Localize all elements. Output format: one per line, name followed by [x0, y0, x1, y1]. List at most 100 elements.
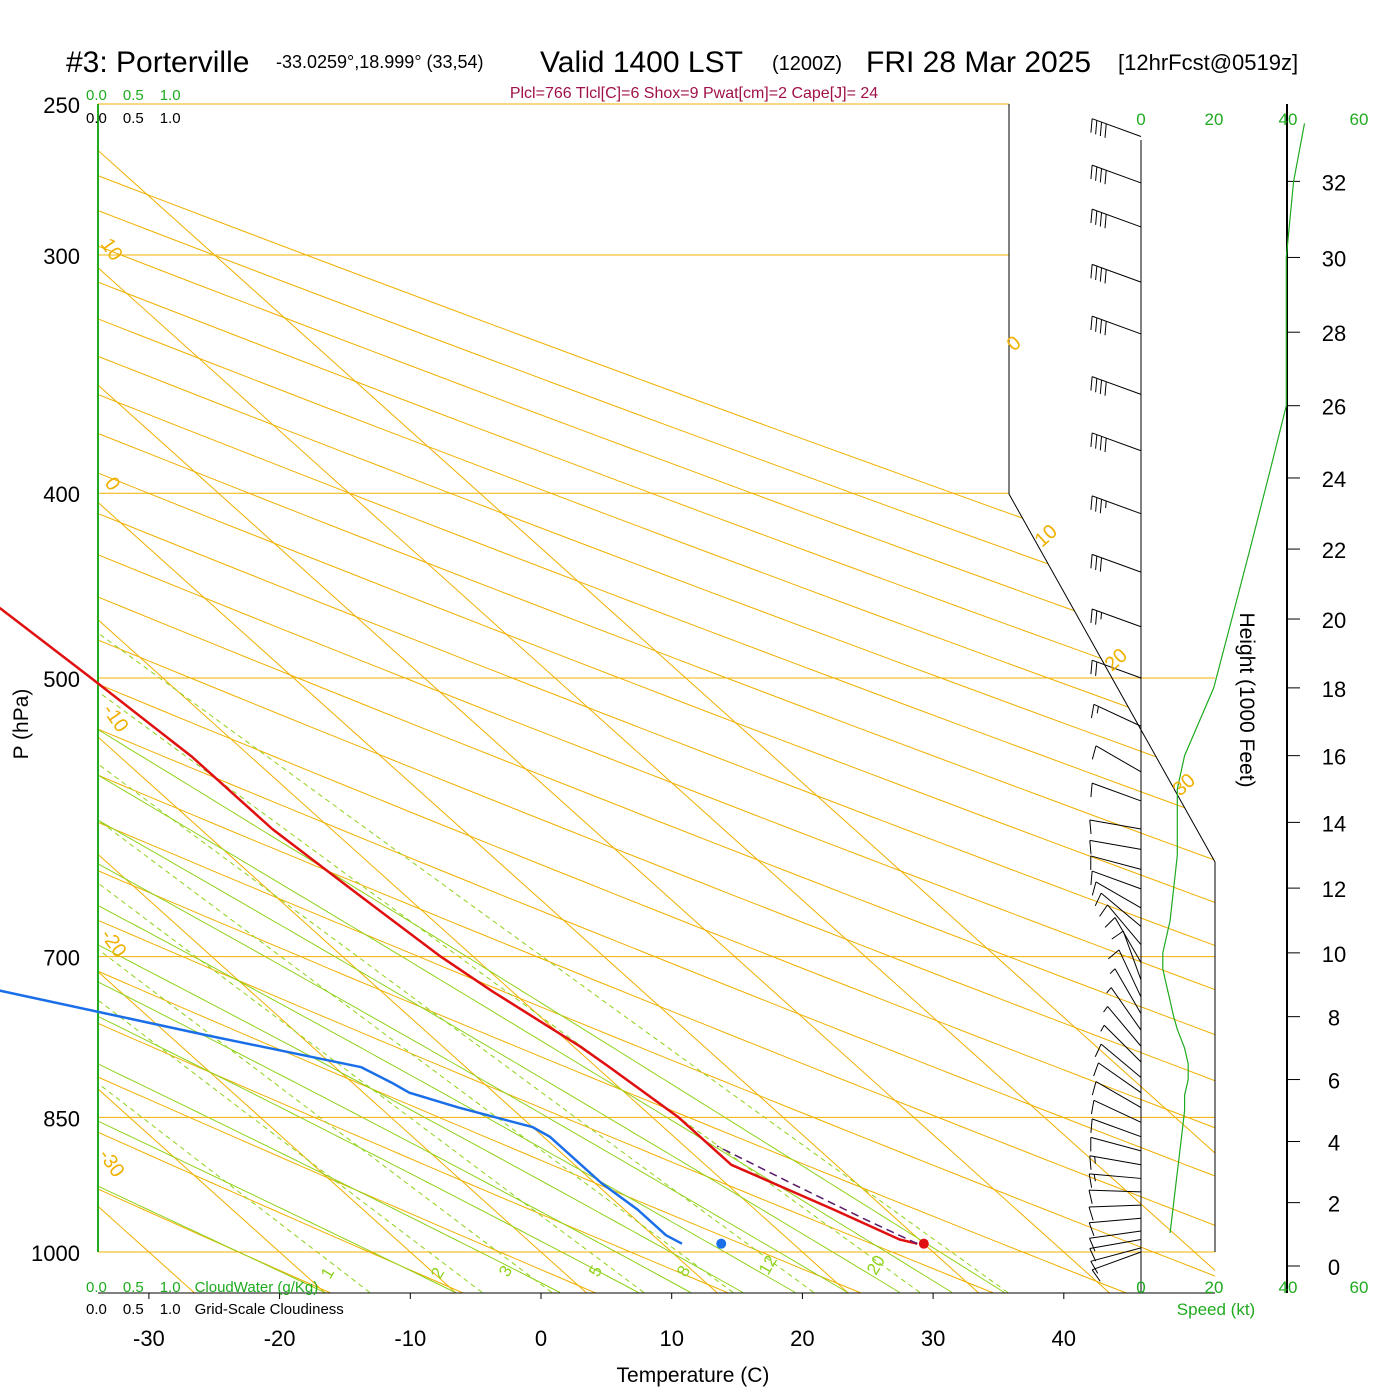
speed-tick-bottom-40: 40 — [1279, 1278, 1298, 1297]
moist-adiabat-line — [98, 104, 691, 1293]
barb-flag — [1095, 378, 1098, 393]
barb-flag — [1089, 1248, 1097, 1262]
barb-flag — [1090, 1100, 1095, 1115]
x-tick-label: 20 — [790, 1326, 814, 1351]
wind-barb — [1090, 703, 1142, 727]
barb-flag — [1104, 321, 1107, 336]
barb-staff — [1091, 782, 1142, 802]
wind-barb — [1106, 987, 1142, 1031]
barb-flag — [1090, 165, 1093, 180]
barb-staff — [1091, 376, 1142, 395]
x-axis-title: Temperature (C) — [617, 1364, 770, 1387]
barb-half-flag — [1100, 612, 1103, 620]
barb-flag — [1090, 660, 1093, 675]
barb-staff — [1095, 745, 1142, 773]
barb-flag — [1090, 376, 1093, 391]
chart-title-date: FRI 28 Mar 2025 — [866, 46, 1091, 79]
barb-flag — [1099, 168, 1103, 183]
barb-flag — [1089, 840, 1092, 855]
barb-flag — [1091, 1081, 1097, 1096]
dry-adiabat-label: -30 — [94, 1145, 129, 1181]
isotherm-line — [98, 104, 1110, 1293]
height-tick-label: 18 — [1322, 677, 1346, 702]
wind-barb — [1090, 782, 1142, 802]
barb-flag — [1099, 557, 1103, 572]
barb-flag — [1099, 379, 1103, 395]
surface-dewpoint-marker — [716, 1238, 727, 1249]
speed-tick-top-0: 0 — [1136, 110, 1145, 129]
speed-tick-top-40: 40 — [1279, 110, 1298, 129]
barb-flag — [1107, 949, 1120, 960]
wind-barb — [1090, 263, 1142, 284]
isobar-lines — [98, 103, 1215, 1253]
barb-staff — [1091, 208, 1142, 228]
barb-staff — [1091, 870, 1142, 890]
height-tick-label: 28 — [1322, 321, 1346, 346]
barb-staff — [1091, 659, 1142, 679]
pressure-tick-label: 300 — [43, 244, 80, 269]
isotherm-label: 0 — [1003, 332, 1026, 356]
speed-tick-bottom-20: 20 — [1205, 1278, 1224, 1297]
series-dewpoint-line — [0, 989, 683, 1245]
pressure-tick-label: 700 — [43, 946, 80, 971]
wind-barb — [1091, 1081, 1142, 1109]
mixing-ratio-label: 2 — [427, 1264, 448, 1282]
isotherm-line — [98, 104, 718, 1293]
wind-barb — [1090, 208, 1142, 229]
dry-adiabat-line — [98, 104, 1215, 1293]
barb-staff — [1089, 819, 1142, 830]
barb-staff — [1091, 553, 1142, 573]
barb-flag — [1095, 120, 1098, 135]
pressure-tick-label: 400 — [43, 482, 80, 507]
dry-adiabat-line — [98, 104, 1215, 1293]
dry-adiabat-label: 0 — [100, 473, 124, 495]
barb-staff — [1095, 881, 1142, 909]
barb-staff — [1089, 1230, 1142, 1239]
x-tick-label: 10 — [659, 1326, 683, 1351]
barb-staff — [1089, 1204, 1142, 1208]
wind-barb — [1090, 315, 1142, 336]
barb-staff — [1118, 949, 1142, 998]
isotherm-label: 10 — [1031, 520, 1062, 551]
isotherm-line — [98, 104, 1215, 1293]
pressure-tick-label: 850 — [43, 1106, 80, 1131]
barb-flag — [1095, 210, 1098, 225]
barb-flag — [1090, 495, 1093, 510]
wind-barb — [1090, 608, 1142, 628]
wind-barb — [1103, 1006, 1142, 1047]
dry-adiabat-line — [98, 104, 1215, 1293]
wind-barb — [1089, 819, 1142, 834]
barb-staff — [1091, 495, 1142, 515]
wind-speed-line — [1162, 123, 1306, 1233]
barb-staff — [1095, 1081, 1142, 1109]
wind-barb — [1111, 930, 1142, 981]
moist-adiabat-line — [98, 104, 848, 1293]
barb-staff — [1090, 1247, 1142, 1262]
barb-flag — [1090, 118, 1093, 133]
x-tick-label: 30 — [921, 1326, 945, 1351]
wind-barb — [1089, 1155, 1142, 1170]
height-tick-label: 12 — [1322, 877, 1346, 902]
speed-tick-bottom-0: 0 — [1136, 1278, 1145, 1297]
mixing-ratio-label: 12 — [755, 1252, 781, 1278]
y-axis-title: P (hPa) — [10, 689, 33, 760]
wind-barb — [1088, 1189, 1142, 1204]
dry-adiabat-line — [98, 104, 879, 1293]
mixing-ratio-line — [98, 492, 371, 1293]
isotherm-label: 30 — [1169, 769, 1200, 800]
barb-flag — [1089, 819, 1092, 834]
height-axis-title: Height (1000 Feet) — [1235, 612, 1258, 787]
mixing-ratio-label: 20 — [863, 1252, 889, 1278]
wind-barb — [1088, 1204, 1142, 1221]
barb-flag — [1088, 1173, 1093, 1188]
wind-barb — [1100, 1024, 1142, 1063]
x-tick-label: 40 — [1052, 1326, 1076, 1351]
barb-flag — [1104, 917, 1116, 928]
barb-flag — [1099, 319, 1103, 334]
chart-title-station: #3: Porterville — [66, 46, 249, 79]
height-tick-label: 20 — [1322, 608, 1346, 633]
height-tick-label: 26 — [1322, 395, 1346, 420]
wind-barb — [1090, 1118, 1142, 1138]
barb-flag — [1099, 499, 1103, 514]
parcel-info-text: Plcl=766 Tlcl[C]=6 Shox=9 Pwat[cm]=2 Cap… — [510, 85, 878, 102]
